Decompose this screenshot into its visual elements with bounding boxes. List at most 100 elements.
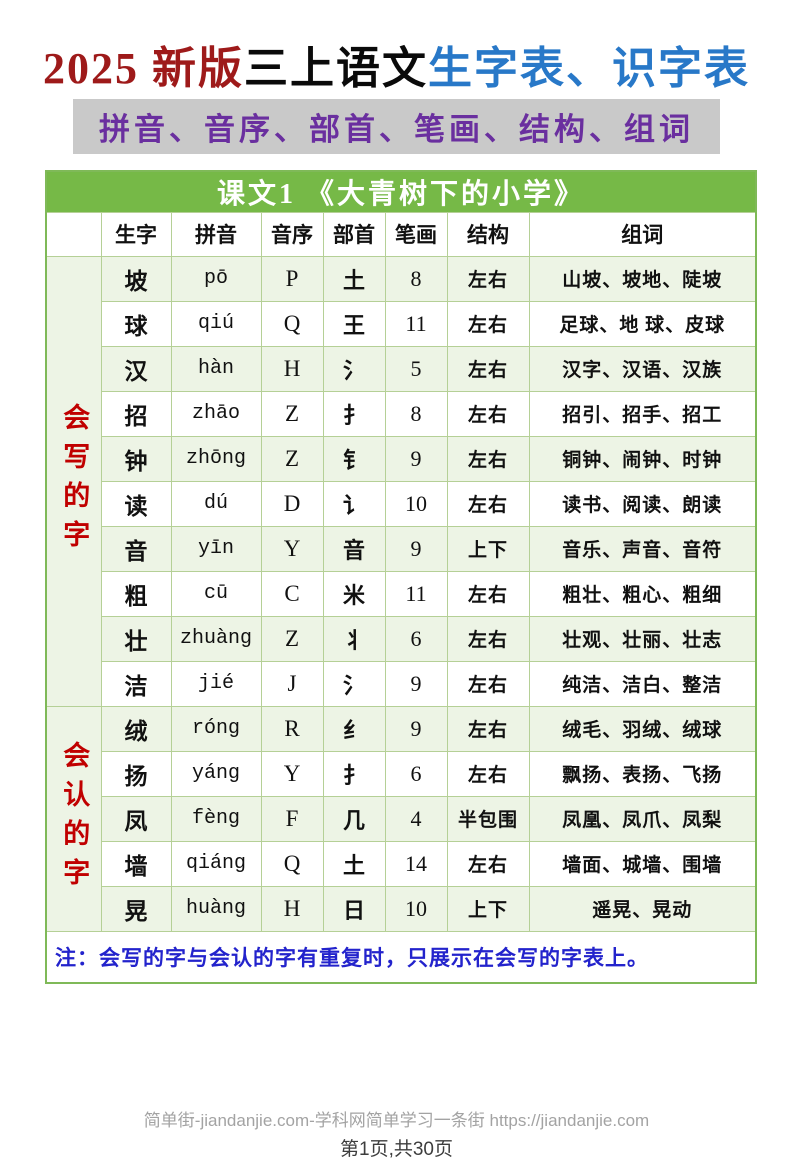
- col-header-strokes: 笔画: [384, 211, 448, 257]
- structure-cell: 左右: [446, 480, 530, 527]
- pinyin-cell: zhōng: [170, 435, 262, 482]
- pinyin-cell: qiáng: [170, 840, 262, 887]
- structure-cell: 左右: [446, 570, 530, 617]
- char-cell: 钟: [100, 435, 172, 482]
- lesson-title-row: 课文1 《大青树下的小学》: [45, 170, 757, 213]
- initial-cell: Z: [260, 615, 324, 662]
- initial-cell: Z: [260, 435, 324, 482]
- pinyin-cell: huàng: [170, 885, 262, 932]
- strokes-cell: 9: [384, 525, 448, 572]
- structure-cell: 上下: [446, 885, 530, 932]
- vocab-table: 课文1 《大青树下的小学》 生字 拼音 音序 部首 笔画 结构 组词 会写的字 …: [45, 169, 758, 985]
- group-label-recognize: 会认的字: [59, 740, 90, 897]
- structure-cell: 左右: [446, 255, 530, 302]
- col-header-radical: 部首: [322, 211, 386, 257]
- words-cell: 飘扬、表扬、飞扬: [528, 750, 757, 797]
- words-cell: 招引、招手、招工: [528, 390, 757, 437]
- structure-cell: 左右: [446, 300, 530, 347]
- col-header-char: 生字: [100, 211, 172, 257]
- words-cell: 壮观、壮丽、壮志: [528, 615, 757, 662]
- table-row: 会认的字 绒 róng R 纟 9 左右 绒毛、羽绒、绒球: [45, 705, 757, 932]
- table-row: 汉 hàn H 氵 5 左右 汉字、汉语、汉族: [46, 345, 757, 392]
- lesson-title: 课文1 《大青树下的小学》: [45, 170, 757, 213]
- initial-cell: H: [260, 345, 324, 392]
- table-row: 音 yīn Y 音 9 上下 音乐、声音、音符: [46, 525, 757, 572]
- structure-cell: 左右: [446, 705, 530, 752]
- strokes-cell: 11: [384, 570, 448, 617]
- strokes-cell: 4: [384, 795, 448, 842]
- char-cell: 粗: [100, 570, 172, 617]
- pinyin-cell: zhuàng: [170, 615, 262, 662]
- initial-cell: C: [260, 570, 324, 617]
- initial-cell: Y: [260, 750, 324, 797]
- group-cell-write: 会写的字: [45, 255, 102, 707]
- col-header-words: 组词: [528, 211, 757, 257]
- initial-cell: P: [260, 255, 324, 302]
- pinyin-cell: zhāo: [170, 390, 262, 437]
- strokes-cell: 8: [384, 255, 448, 302]
- words-cell: 读书、阅读、朗读: [528, 480, 757, 527]
- strokes-cell: 6: [384, 750, 448, 797]
- table-row: 招 zhāo Z 扌 8 左右 招引、招手、招工: [46, 390, 757, 437]
- col-header-initial: 音序: [260, 211, 324, 257]
- strokes-cell: 5: [384, 345, 448, 392]
- table-row: 墙 qiáng Q 土 14 左右 墙面、城墙、围墙: [46, 840, 757, 887]
- table-row: 扬 yáng Y 扌 6 左右 飘扬、表扬、飞扬: [46, 750, 757, 797]
- words-cell: 足球、地 球、皮球: [528, 300, 757, 347]
- initial-cell: Z: [260, 390, 324, 437]
- table-row: 会写的字 坡 pō P 土 8 左右 山坡、坡地、陡坡: [45, 255, 757, 707]
- note-row: 注：会写的字与会认的字有重复时，只展示在会写的字表上。: [45, 930, 757, 984]
- initial-cell: Q: [260, 300, 324, 347]
- char-cell: 壮: [100, 615, 172, 662]
- initial-cell: H: [260, 885, 324, 932]
- col-header-pinyin: 拼音: [170, 211, 262, 257]
- radical-cell: 扌: [322, 750, 386, 797]
- page-title: 2025 新版三上语文生字表、识字表: [0, 44, 793, 95]
- char-cell: 音: [100, 525, 172, 572]
- table-row: 洁 jié J 氵 9 左右 纯洁、洁白、整洁: [46, 660, 757, 707]
- radical-cell: 氵: [322, 345, 386, 392]
- radical-cell: 王: [322, 300, 386, 347]
- radical-cell: 土: [322, 840, 386, 887]
- strokes-cell: 8: [384, 390, 448, 437]
- subtitle: 拼音、音序、部首、笔画、结构、组词: [73, 98, 720, 154]
- footer-page-number: 第1页,共30页: [340, 1139, 453, 1160]
- pinyin-cell: fèng: [170, 795, 262, 842]
- radical-cell: 讠: [322, 480, 386, 527]
- radical-cell: 纟: [322, 705, 386, 752]
- words-cell: 纯洁、洁白、整洁: [528, 660, 757, 707]
- title-main: 生字表、识字表: [428, 44, 750, 93]
- initial-cell: J: [260, 660, 324, 707]
- pinyin-cell: pō: [170, 255, 262, 302]
- pinyin-cell: qiú: [170, 300, 262, 347]
- char-cell: 汉: [100, 345, 172, 392]
- char-cell: 扬: [100, 750, 172, 797]
- char-cell: 读: [100, 480, 172, 527]
- pinyin-cell: jié: [170, 660, 262, 707]
- words-cell: 汉字、汉语、汉族: [528, 345, 757, 392]
- corner-cell: [45, 211, 102, 257]
- radical-cell: 丬: [322, 615, 386, 662]
- structure-cell: 左右: [446, 390, 530, 437]
- initial-cell: Q: [260, 840, 324, 887]
- radical-cell: 扌: [322, 390, 386, 437]
- char-cell: 墙: [100, 840, 172, 887]
- char-cell: 凤: [100, 795, 172, 842]
- structure-cell: 上下: [446, 525, 530, 572]
- structure-cell: 左右: [446, 345, 530, 392]
- col-header-structure: 结构: [446, 211, 530, 257]
- words-cell: 绒毛、羽绒、绒球: [528, 705, 757, 752]
- pinyin-cell: cū: [170, 570, 262, 617]
- strokes-cell: 9: [384, 705, 448, 752]
- words-cell: 铜钟、闹钟、时钟: [528, 435, 757, 482]
- table-row: 球 qiú Q 王 11 左右 足球、地 球、皮球: [46, 300, 757, 347]
- strokes-cell: 9: [384, 660, 448, 707]
- table-row: 读 dú D 讠 10 左右 读书、阅读、朗读: [46, 480, 757, 527]
- char-cell: 晃: [100, 885, 172, 932]
- words-cell: 遥晃、晃动: [528, 885, 757, 932]
- pinyin-cell: hàn: [170, 345, 262, 392]
- radical-cell: 几: [322, 795, 386, 842]
- initial-cell: Y: [260, 525, 324, 572]
- table-row: 钟 zhōng Z 钅 9 左右 铜钟、闹钟、时钟: [46, 435, 757, 482]
- words-cell: 音乐、声音、音符: [528, 525, 757, 572]
